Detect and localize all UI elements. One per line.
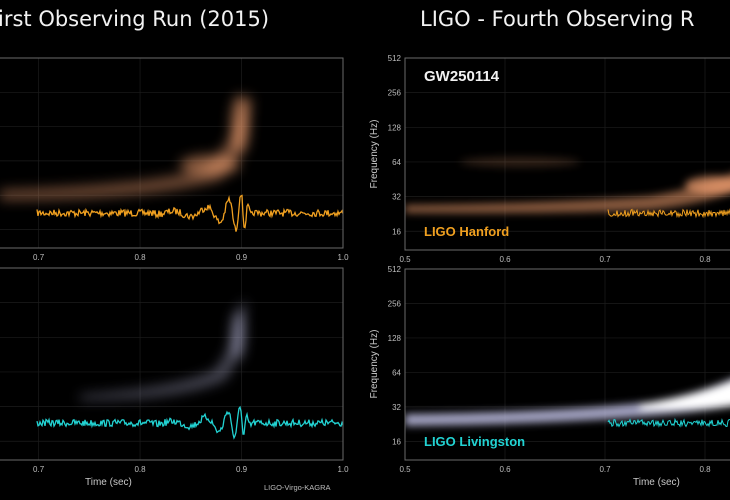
x-tick-label: 0.7 (599, 465, 611, 474)
x-tick-label: 1.0 (337, 465, 349, 474)
x-tick-label: 0.8 (134, 465, 146, 474)
y-tick-label: 64 (392, 368, 401, 377)
y-ticks: 512 256 128 64 32 16 (388, 54, 402, 236)
livingston-strain-waveform (607, 417, 730, 428)
x-ticks: 0.7 0.8 0.9 1.0 (33, 465, 349, 474)
x-tick-label: 0.7 (33, 465, 45, 474)
plot-frame (404, 268, 730, 461)
x-tick-label: 0.6 (499, 465, 511, 474)
y-tick-label: 128 (388, 123, 402, 132)
y-tick-label: 256 (388, 299, 402, 308)
grid (405, 58, 730, 250)
x-ticks: 0.7 0.8 0.9 1.0 (33, 253, 349, 262)
x-axis-label: Time (sec) (85, 477, 132, 488)
y-tick-label: 128 (388, 334, 402, 343)
y-ticks: 512 256 128 64 32 16 (388, 265, 402, 446)
x-tick-label: 0.5 (399, 255, 411, 264)
y-tick-label: 16 (392, 227, 401, 236)
spectrogram-track (80, 300, 246, 400)
x-tick-label: 0.7 (33, 253, 45, 262)
y-tick-label: 32 (392, 403, 401, 412)
x-tick-label: 0.8 (134, 253, 146, 262)
y-tick-label: 512 (388, 54, 402, 63)
grid (0, 268, 343, 460)
y-tick-label: 32 (392, 193, 401, 202)
livingston-strain-waveform (36, 405, 343, 440)
hanford-strain-waveform (36, 194, 343, 232)
left-title: irst Observing Run (2015) (0, 7, 269, 31)
plot-frame (0, 267, 344, 461)
x-axis-label: Time (sec) (633, 477, 680, 488)
y-tick-label: 256 (388, 89, 402, 98)
x-ticks: 0.5 0.6 0.7 0.8 (399, 255, 711, 264)
x-tick-label: 0.6 (499, 255, 511, 264)
hanford-strain-waveform (607, 208, 730, 219)
panel-bottom-left (0, 268, 343, 460)
panel-bottom-right (405, 269, 730, 460)
right-title: LIGO - Fourth Observing R (420, 7, 695, 31)
detector-label-hanford: LIGO Hanford (424, 224, 509, 239)
x-tick-label: 0.5 (399, 465, 411, 474)
grid (0, 58, 343, 248)
x-tick-label: 0.9 (236, 253, 248, 262)
x-tick-label: 1.0 (337, 253, 349, 262)
detector-label-livingston: LIGO Livingston (424, 434, 525, 449)
x-tick-label: 0.8 (699, 465, 711, 474)
x-tick-label: 0.7 (599, 255, 611, 264)
y-axis-label: Frequency (Hz) (369, 330, 380, 399)
spectrogram-track (0, 95, 252, 200)
grid (405, 269, 730, 460)
x-tick-label: 0.8 (699, 255, 711, 264)
credit-label: LIGO-Virgo-KAGRA (264, 483, 331, 492)
y-tick-label: 16 (392, 437, 401, 446)
y-axis-label: Frequency (Hz) (369, 120, 380, 189)
plot-frame (0, 57, 344, 249)
x-tick-label: 0.9 (236, 465, 248, 474)
x-ticks: 0.5 0.6 0.7 0.8 (399, 465, 711, 474)
plot-frame (404, 57, 730, 251)
y-tick-label: 512 (388, 265, 402, 274)
panel-top-left (0, 58, 343, 248)
spectrogram-track (405, 157, 730, 214)
event-label: GW250114 (424, 68, 500, 85)
panel-top-right (405, 58, 730, 250)
y-tick-label: 64 (392, 158, 401, 167)
spectrogram-track (405, 379, 730, 426)
